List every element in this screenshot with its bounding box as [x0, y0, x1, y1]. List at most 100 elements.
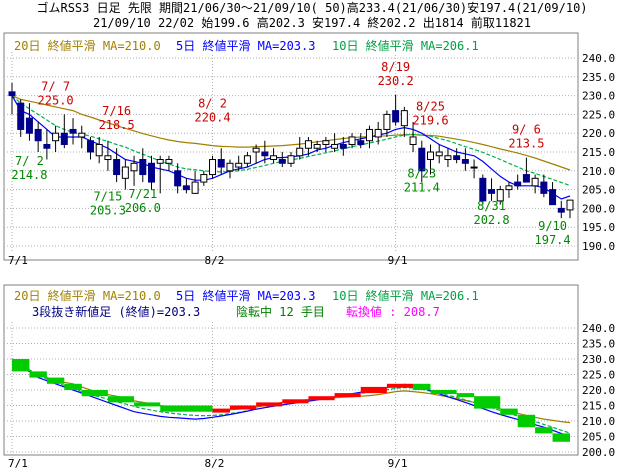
new-price-bar — [256, 402, 283, 407]
chart-header-subtitle: 21/09/10 22/02 始199.6 高202.3 安197.4 終202… — [0, 15, 624, 31]
new-price-bar — [107, 396, 135, 403]
candle-body — [34, 128, 42, 142]
candle-body — [470, 166, 478, 169]
price-annotation: 213.5 — [508, 137, 544, 151]
lower-legend: 20日 終値平滑 MA=210.0 5日 終値平滑 MA=203.3 10日 終… — [13, 288, 501, 320]
upper-x-axis: 7/1 8/2 9/1 — [8, 254, 408, 267]
y-tick-label: 200.0 — [582, 446, 615, 459]
x-tick-label: 8/2 — [205, 254, 225, 267]
candle-body — [496, 189, 504, 202]
candle-body — [252, 147, 260, 153]
candle-body — [522, 174, 530, 183]
lower-legend-bg — [13, 288, 501, 320]
legend-ma5: 5日 終値平滑 MA=203.3 — [176, 38, 315, 53]
price-annotation: 8/25 — [416, 100, 445, 114]
candle-body — [444, 155, 452, 161]
candle-body — [148, 162, 155, 183]
candle-body — [8, 91, 16, 97]
price-annotation: 225.0 — [38, 93, 74, 107]
new-price-bar — [229, 405, 257, 410]
candle-body — [243, 155, 251, 164]
price-annotation: 8/19 — [381, 60, 410, 74]
new-price-bar — [456, 393, 475, 398]
candle-body — [165, 159, 173, 164]
price-annotation: 230.2 — [378, 74, 414, 88]
legend-ma20: 20日 終値平滑 MA=210.0 — [14, 38, 161, 53]
price-annotation: 8/ 2 — [198, 97, 227, 111]
x-tick-label: 9/1 — [388, 254, 408, 267]
candle-body — [435, 151, 443, 157]
price-annotation: 9/ 6 — [512, 123, 541, 137]
candle-body — [392, 110, 400, 123]
new-price-bar — [81, 390, 108, 397]
candle-body — [69, 128, 77, 134]
upper-panel: 240.0 235.0 230.0 225.0 220.0 215.0 210.0 205.0… — [3, 32, 615, 267]
candle-body — [461, 159, 469, 164]
candle-body — [121, 166, 129, 179]
price-annotation: 214.8 — [11, 168, 47, 182]
candle-body — [357, 140, 365, 145]
candle-body — [409, 136, 417, 145]
y-tick-label: 235.0 — [582, 338, 615, 351]
candle-body — [383, 113, 391, 130]
chart-header-title: ゴムRSS3 日足 先限 期間21/06/30～21/09/10( 50)高23… — [0, 0, 624, 16]
lower-legend-ma10: 10日 終値平滑 MA=206.1 — [332, 288, 479, 303]
candle-body — [296, 147, 304, 157]
lower-y-axis: 240.0 235.0 230.0 225.0 220.0 215.0 210.0 205.0… — [582, 322, 615, 459]
y-tick-label: 215.0 — [582, 146, 615, 159]
y-tick-label: 210.0 — [582, 415, 615, 428]
candle-body — [86, 140, 94, 153]
candle-body — [235, 162, 243, 168]
candle-body — [427, 151, 434, 161]
x-tick-label: 9/1 — [388, 457, 408, 470]
new-price-bar — [430, 390, 457, 394]
new-price-bar — [413, 383, 431, 390]
candle-body — [453, 155, 461, 161]
new-price-bar — [552, 433, 570, 442]
candle-body — [261, 151, 269, 157]
candle-body — [505, 185, 513, 191]
upper-ma20-line — [11, 95, 571, 171]
new-price-bar — [308, 396, 335, 401]
price-annotation: 9/10 — [538, 219, 567, 233]
new-price-bar — [500, 408, 518, 415]
candle-body — [331, 143, 339, 149]
y-tick-label: 205.0 — [582, 184, 615, 197]
candle-body — [514, 181, 522, 187]
price-annotation: 202.8 — [473, 213, 509, 227]
candle-body — [113, 159, 121, 176]
price-annotation: 7/21 — [128, 187, 157, 201]
candle-body — [374, 128, 382, 138]
kagi-summary: 3段抜き新値足 (終値)=203.3 — [32, 304, 200, 319]
candle-body — [217, 159, 225, 168]
candle-body — [313, 143, 321, 149]
price-annotation: 206.0 — [125, 201, 161, 215]
candle-body — [557, 207, 565, 213]
candle-body — [365, 128, 373, 142]
candle-body — [322, 140, 330, 145]
y-tick-label: 220.0 — [582, 127, 615, 140]
candle-body — [95, 143, 103, 157]
x-tick-label: 7/1 — [8, 457, 28, 470]
candle-body — [348, 136, 356, 145]
candle-body — [174, 170, 182, 187]
candle-body — [339, 143, 347, 149]
candle-body — [418, 147, 426, 172]
candle-body — [540, 181, 548, 194]
candle-body — [488, 189, 496, 194]
new-price-bar — [134, 402, 161, 407]
price-annotation: 205.3 — [90, 203, 126, 217]
price-annotation: 197.4 — [535, 233, 571, 247]
new-price-bar — [46, 377, 65, 384]
candle-body — [209, 159, 217, 176]
candle-body — [182, 185, 190, 191]
new-price-bar — [212, 408, 230, 413]
y-tick-label: 235.0 — [582, 71, 615, 84]
upper-y-axis: 240.0 235.0 230.0 225.0 220.0 215.0 210.0 205.0… — [582, 52, 615, 253]
candles — [8, 82, 574, 219]
price-annotation: 7/15 — [93, 189, 122, 203]
new-price-bar — [12, 359, 30, 372]
y-tick-label: 200.0 — [582, 202, 615, 215]
candle-body — [200, 174, 208, 183]
